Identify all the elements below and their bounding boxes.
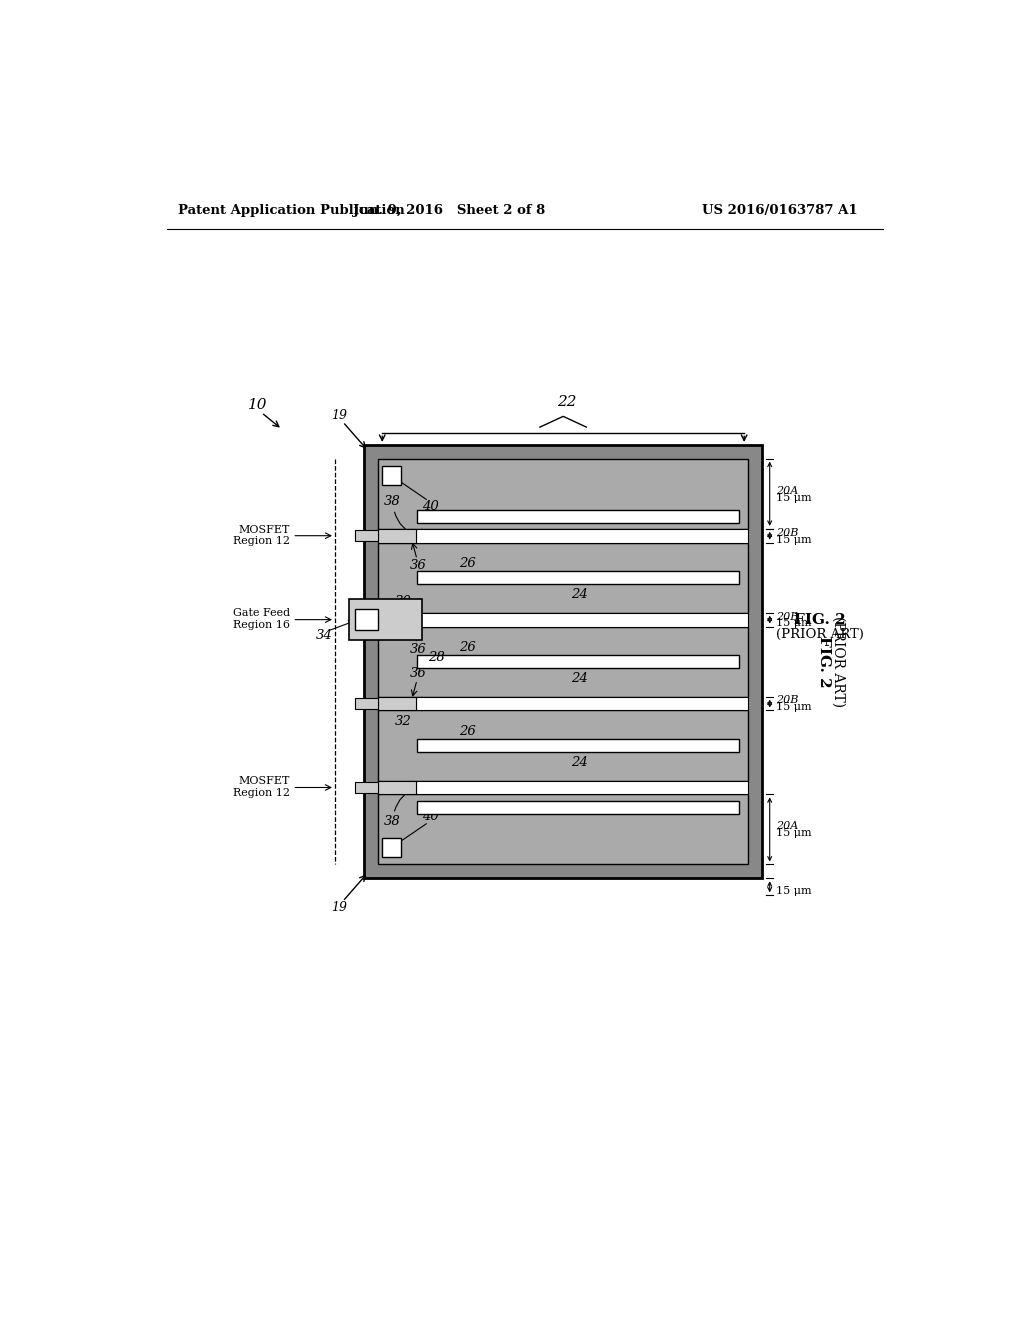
- Bar: [355, 781, 378, 793]
- Text: 20B: 20B: [776, 696, 799, 705]
- Text: FIG. 2: FIG. 2: [795, 614, 846, 627]
- Text: MOSFET: MOSFET: [239, 776, 290, 787]
- Bar: [382, 838, 400, 857]
- Text: 40: 40: [422, 500, 438, 513]
- Bar: [417, 800, 738, 813]
- Bar: [378, 529, 416, 543]
- Bar: [355, 614, 378, 626]
- Bar: [378, 780, 416, 795]
- Text: MOSFET: MOSFET: [239, 524, 290, 535]
- Text: 15 μm: 15 μm: [776, 492, 812, 503]
- Bar: [416, 529, 748, 543]
- Text: 15 μm: 15 μm: [776, 702, 812, 713]
- Bar: [416, 780, 748, 795]
- Text: 36: 36: [411, 643, 427, 656]
- Text: 15 μm: 15 μm: [776, 619, 812, 628]
- Text: Region 12: Region 12: [233, 788, 290, 797]
- Text: 36: 36: [411, 667, 427, 680]
- Text: 20A: 20A: [776, 486, 798, 495]
- Text: 15 μm: 15 μm: [776, 535, 812, 545]
- Bar: [417, 739, 738, 752]
- Text: 38: 38: [384, 814, 400, 828]
- Bar: [378, 612, 416, 627]
- Bar: [417, 510, 738, 523]
- Text: Jun. 9, 2016   Sheet 2 of 8: Jun. 9, 2016 Sheet 2 of 8: [353, 205, 546, 218]
- Text: Gate Feed: Gate Feed: [232, 609, 290, 619]
- Text: 24: 24: [571, 589, 588, 601]
- Text: 26: 26: [459, 642, 476, 655]
- Text: 26: 26: [459, 557, 476, 570]
- Text: 24: 24: [571, 756, 588, 770]
- Bar: [378, 543, 748, 612]
- Text: 24: 24: [571, 672, 588, 685]
- Bar: [355, 698, 378, 709]
- Bar: [417, 655, 738, 668]
- Text: 19: 19: [332, 409, 347, 422]
- Text: US 2016/0163787 A1: US 2016/0163787 A1: [701, 205, 857, 218]
- Bar: [416, 612, 748, 627]
- Bar: [382, 466, 400, 484]
- Text: 15 μm: 15 μm: [776, 886, 812, 896]
- Text: 22: 22: [557, 395, 577, 409]
- Text: Region 16: Region 16: [233, 620, 290, 630]
- Text: 38: 38: [384, 495, 400, 508]
- Bar: [349, 599, 422, 640]
- Text: (PRIOR ART): (PRIOR ART): [776, 628, 864, 640]
- Bar: [365, 445, 762, 878]
- Text: 20A: 20A: [776, 821, 798, 832]
- Text: FIG. 2: FIG. 2: [817, 636, 830, 688]
- Bar: [416, 697, 748, 710]
- Text: 19: 19: [332, 902, 347, 915]
- Text: 32: 32: [394, 714, 412, 727]
- Text: 20B: 20B: [776, 528, 799, 537]
- Text: 36: 36: [411, 560, 427, 573]
- Bar: [378, 710, 748, 780]
- Bar: [378, 795, 748, 865]
- Bar: [378, 459, 748, 529]
- Text: 15 μm: 15 μm: [776, 829, 812, 838]
- Text: 34: 34: [315, 628, 333, 642]
- Bar: [378, 697, 416, 710]
- Text: Patent Application Publication: Patent Application Publication: [178, 205, 406, 218]
- Text: (PRIOR ART): (PRIOR ART): [830, 616, 845, 708]
- Bar: [355, 609, 378, 631]
- Text: Region 12: Region 12: [233, 536, 290, 546]
- Text: 28: 28: [428, 651, 444, 664]
- Bar: [378, 627, 748, 697]
- Text: 10: 10: [248, 397, 267, 412]
- Text: 40: 40: [422, 810, 438, 824]
- Bar: [417, 572, 738, 585]
- Text: 20B: 20B: [776, 611, 799, 622]
- Text: 26: 26: [459, 725, 476, 738]
- Text: 30: 30: [394, 595, 412, 609]
- Bar: [355, 531, 378, 541]
